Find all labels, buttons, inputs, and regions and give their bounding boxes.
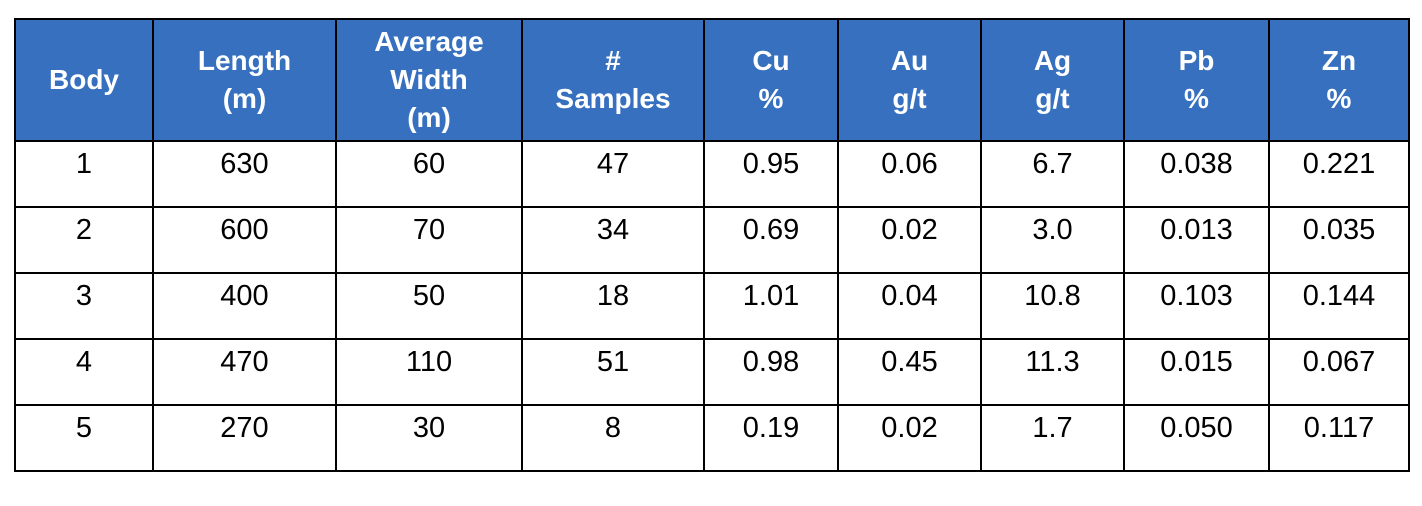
- cell-body: 4: [14, 338, 154, 406]
- cell-average-width: 70: [335, 206, 523, 274]
- cell-average-width: 110: [335, 338, 523, 406]
- cell-body: 5: [14, 404, 154, 472]
- cell-au: 0.04: [837, 272, 982, 340]
- cell-samples: 47: [521, 140, 705, 208]
- cell-samples: 34: [521, 206, 705, 274]
- header-body: Body: [14, 18, 154, 142]
- cell-samples: 51: [521, 338, 705, 406]
- cell-body: 3: [14, 272, 154, 340]
- table-row: 4 470 110 51 0.98 0.45 11.3 0.015 0.067: [14, 338, 1410, 406]
- cell-zn: 0.035: [1268, 206, 1410, 274]
- cell-average-width: 30: [335, 404, 523, 472]
- cell-ag: 3.0: [980, 206, 1125, 274]
- cell-cu: 0.95: [703, 140, 839, 208]
- table-row: 5 270 30 8 0.19 0.02 1.7 0.050 0.117: [14, 404, 1410, 472]
- cell-pb: 0.038: [1123, 140, 1270, 208]
- header-samples: # Samples: [521, 18, 705, 142]
- cell-zn: 0.221: [1268, 140, 1410, 208]
- cell-zn: 0.067: [1268, 338, 1410, 406]
- cell-au: 0.45: [837, 338, 982, 406]
- cell-ag: 11.3: [980, 338, 1125, 406]
- cell-pb: 0.103: [1123, 272, 1270, 340]
- cell-ag: 10.8: [980, 272, 1125, 340]
- cell-body: 2: [14, 206, 154, 274]
- cell-au: 0.06: [837, 140, 982, 208]
- cell-samples: 8: [521, 404, 705, 472]
- cell-average-width: 60: [335, 140, 523, 208]
- data-table-container: Body Length (m) Average Width (m) # Samp…: [14, 18, 1410, 472]
- data-table: Body Length (m) Average Width (m) # Samp…: [14, 18, 1410, 472]
- cell-cu: 0.98: [703, 338, 839, 406]
- cell-length: 470: [152, 338, 337, 406]
- cell-au: 0.02: [837, 404, 982, 472]
- header-au: Au g/t: [837, 18, 982, 142]
- table-row: 3 400 50 18 1.01 0.04 10.8 0.103 0.144: [14, 272, 1410, 340]
- header-row: Body Length (m) Average Width (m) # Samp…: [14, 18, 1410, 142]
- cell-body: 1: [14, 140, 154, 208]
- cell-length: 600: [152, 206, 337, 274]
- header-ag: Ag g/t: [980, 18, 1125, 142]
- cell-length: 270: [152, 404, 337, 472]
- cell-pb: 0.013: [1123, 206, 1270, 274]
- cell-length: 630: [152, 140, 337, 208]
- cell-pb: 0.050: [1123, 404, 1270, 472]
- cell-ag: 1.7: [980, 404, 1125, 472]
- header-cu: Cu %: [703, 18, 839, 142]
- cell-ag: 6.7: [980, 140, 1125, 208]
- header-average-width: Average Width (m): [335, 18, 523, 142]
- cell-length: 400: [152, 272, 337, 340]
- table-row: 1 630 60 47 0.95 0.06 6.7 0.038 0.221: [14, 140, 1410, 208]
- cell-cu: 0.19: [703, 404, 839, 472]
- cell-au: 0.02: [837, 206, 982, 274]
- cell-cu: 1.01: [703, 272, 839, 340]
- cell-samples: 18: [521, 272, 705, 340]
- cell-zn: 0.144: [1268, 272, 1410, 340]
- header-zn: Zn %: [1268, 18, 1410, 142]
- cell-cu: 0.69: [703, 206, 839, 274]
- cell-zn: 0.117: [1268, 404, 1410, 472]
- header-pb: Pb %: [1123, 18, 1270, 142]
- cell-pb: 0.015: [1123, 338, 1270, 406]
- table-row: 2 600 70 34 0.69 0.02 3.0 0.013 0.035: [14, 206, 1410, 274]
- header-length: Length (m): [152, 18, 337, 142]
- cell-average-width: 50: [335, 272, 523, 340]
